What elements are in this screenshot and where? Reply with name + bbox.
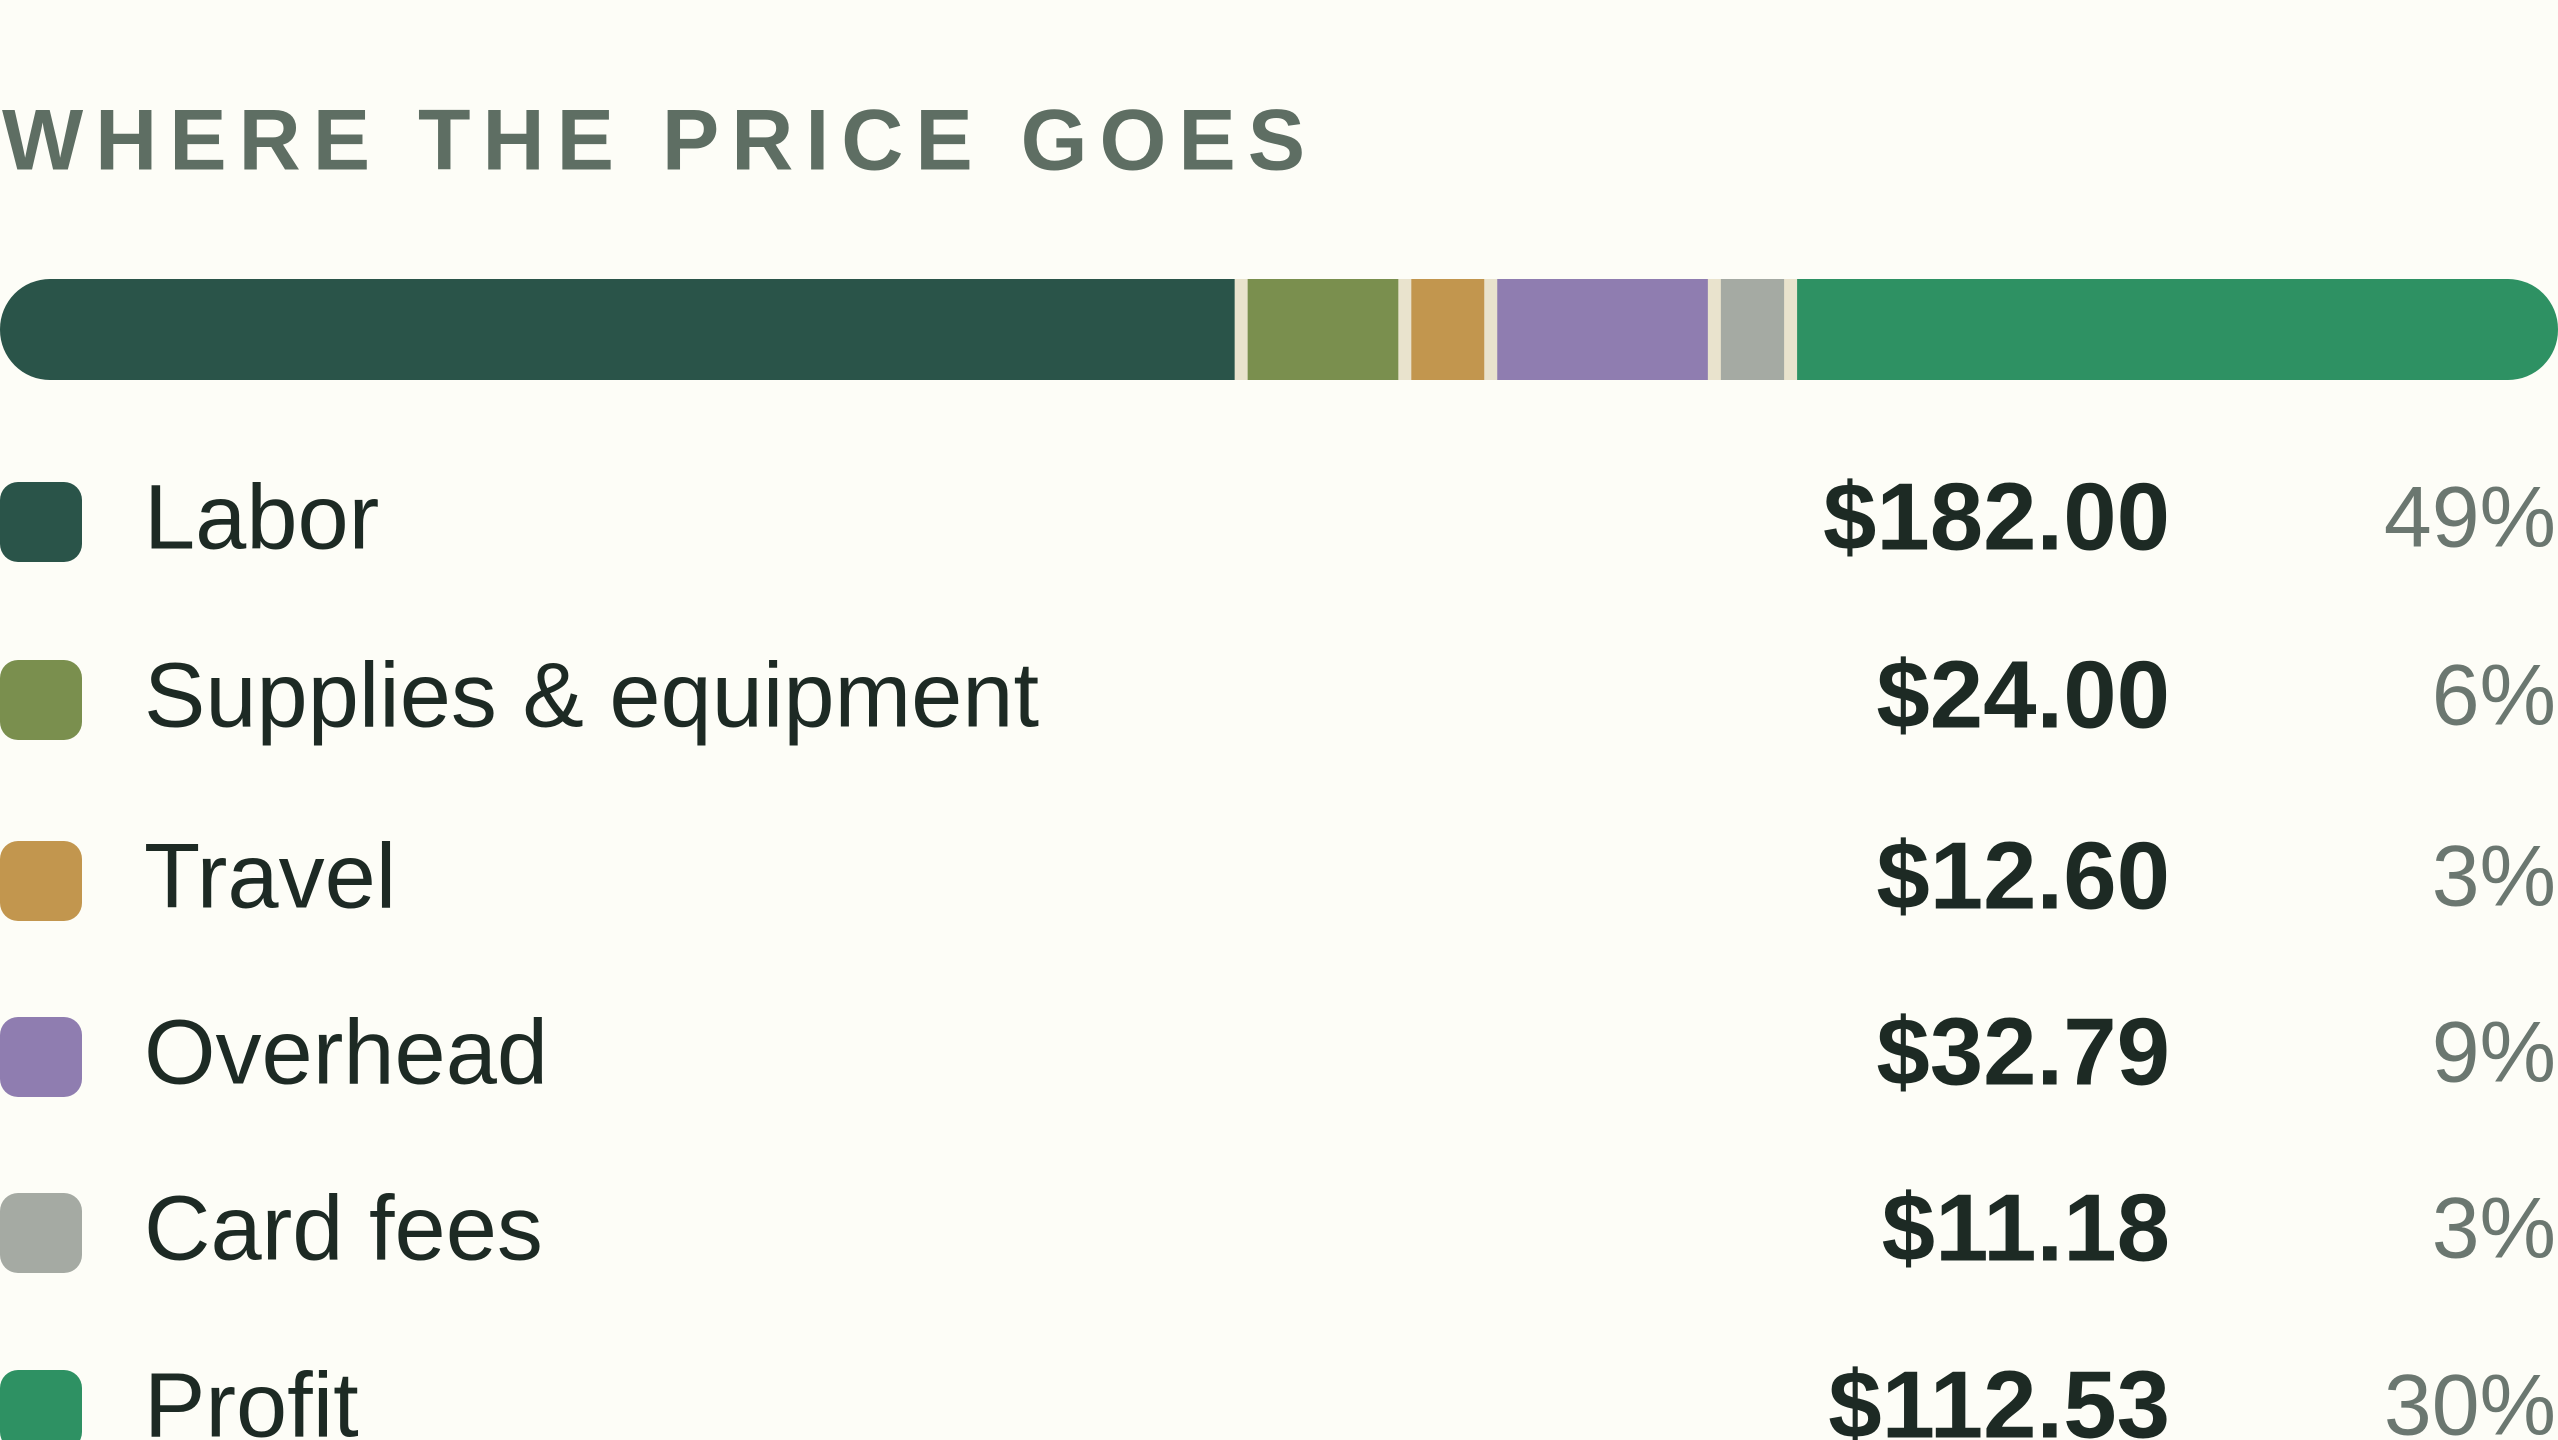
category-label: Profit bbox=[144, 1354, 359, 1440]
breakdown-list: Labor $182.00 49% Supplies & equipment $24.0… bbox=[0, 463, 2556, 1440]
legend-swatch bbox=[0, 660, 82, 740]
legend-swatch bbox=[0, 482, 82, 562]
amount-label: $182.00 bbox=[1823, 463, 2170, 570]
share-label: 3% bbox=[2432, 1181, 2556, 1277]
bar-segment bbox=[1714, 279, 1791, 380]
bar-segment bbox=[1790, 279, 2558, 380]
segment-divider bbox=[1707, 279, 1721, 380]
category-label: Travel bbox=[144, 825, 396, 927]
segment-divider bbox=[1398, 279, 1412, 380]
amount-label: $11.18 bbox=[1882, 1174, 2170, 1281]
legend-swatch bbox=[0, 1370, 82, 1440]
segment-divider bbox=[1234, 279, 1248, 380]
share-label: 3% bbox=[2432, 829, 2556, 925]
category-label: Supplies & equipment bbox=[144, 644, 1039, 746]
share-label: 6% bbox=[2432, 648, 2556, 744]
amount-label: $32.79 bbox=[1876, 998, 2170, 1105]
share-label: 30% bbox=[2384, 1358, 2556, 1440]
amount-label: $112.53 bbox=[1828, 1351, 2170, 1440]
legend-swatch bbox=[0, 841, 82, 921]
segment-divider bbox=[1784, 279, 1798, 380]
section-title: WHERE THE PRICE GOES bbox=[2, 93, 1317, 189]
bar-segment bbox=[1241, 279, 1405, 380]
share-label: 9% bbox=[2432, 1005, 2556, 1101]
bar-segment bbox=[1404, 279, 1491, 380]
bar-segment bbox=[1490, 279, 1715, 380]
category-label: Overhead bbox=[144, 1001, 548, 1103]
share-label: 49% bbox=[2384, 470, 2556, 566]
category-label: Card fees bbox=[144, 1177, 543, 1279]
category-label: Labor bbox=[144, 466, 379, 568]
segment-divider bbox=[1484, 279, 1498, 380]
bar-segment bbox=[0, 279, 1242, 380]
amount-label: $12.60 bbox=[1876, 822, 2170, 929]
legend-swatch bbox=[0, 1193, 82, 1273]
legend-swatch bbox=[0, 1017, 82, 1097]
stacked-bar bbox=[0, 279, 2558, 380]
amount-label: $24.00 bbox=[1876, 641, 2170, 748]
